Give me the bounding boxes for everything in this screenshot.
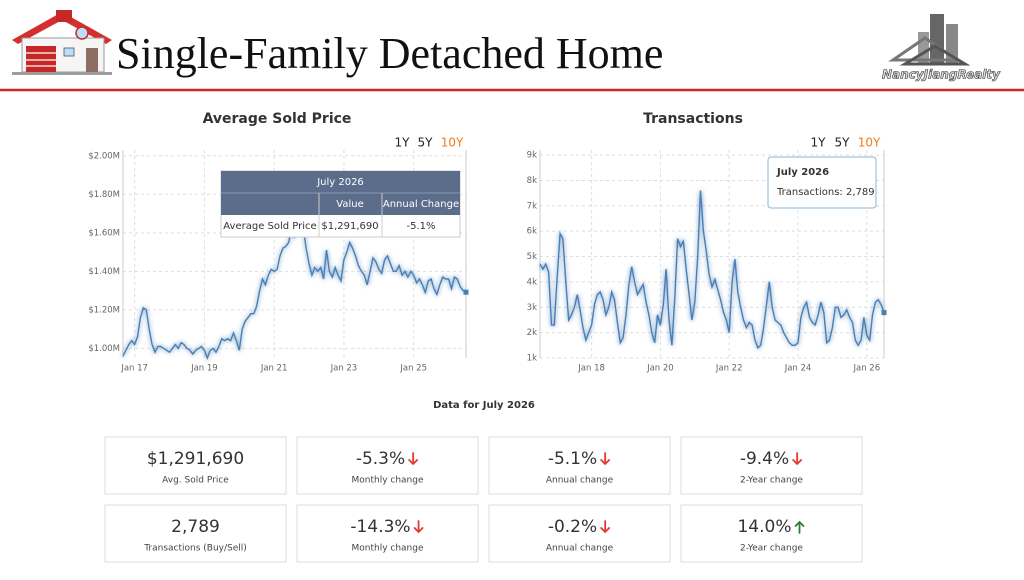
range-button[interactable]: 5Y bbox=[835, 136, 851, 150]
x-tick-label: Jan 17 bbox=[120, 364, 148, 374]
y-tick-label: 1k bbox=[527, 354, 537, 364]
y-tick-label: 4k bbox=[527, 277, 537, 287]
stat-card bbox=[488, 436, 671, 495]
page-title: Single-Family Detached Home bbox=[116, 29, 663, 78]
x-tick-label: Jan 19 bbox=[190, 364, 218, 374]
range-button[interactable]: 10Y bbox=[441, 136, 464, 150]
x-tick-label: Jan 25 bbox=[399, 364, 427, 374]
y-tick-label: 2k bbox=[527, 328, 537, 338]
stat-label: Monthly change bbox=[351, 544, 423, 554]
data-line bbox=[122, 219, 467, 360]
tooltip-row-label: Average Sold Price bbox=[223, 221, 316, 232]
y-tick-label: 5k bbox=[527, 252, 537, 262]
tooltip-title: July 2026 bbox=[776, 167, 829, 178]
stats-caption: Data for July 2026 bbox=[433, 400, 535, 411]
range-button[interactable]: 1Y bbox=[395, 136, 411, 150]
stat-card bbox=[680, 504, 863, 563]
arrow-down bbox=[408, 452, 419, 466]
stat-value: -9.4% bbox=[740, 449, 789, 469]
stat-label: 2-Year change bbox=[740, 544, 803, 554]
house-icon bbox=[12, 10, 112, 75]
tooltip-cell: -5.1% bbox=[406, 221, 435, 232]
range-button[interactable]: 10Y bbox=[858, 136, 881, 150]
y-tick-label: $1.80M bbox=[88, 190, 120, 200]
y-tick-label: $1.60M bbox=[88, 228, 120, 238]
arrow-down bbox=[792, 452, 803, 466]
range-button[interactable]: 1Y bbox=[811, 136, 827, 150]
stat-label: Transactions (Buy/Sell) bbox=[143, 544, 247, 554]
tooltip-cell: $1,291,690 bbox=[321, 221, 378, 232]
chart-title: Transactions bbox=[643, 111, 743, 127]
stat-value: $1,291,690 bbox=[147, 449, 244, 469]
stat-card bbox=[296, 436, 479, 495]
y-tick-label: 7k bbox=[527, 201, 537, 211]
y-tick-label: $1.40M bbox=[88, 267, 120, 277]
arrow-down bbox=[600, 452, 611, 466]
y-tick-label: $1.00M bbox=[88, 344, 120, 354]
range-button[interactable]: 5Y bbox=[418, 136, 434, 150]
stat-value: -5.3% bbox=[356, 449, 405, 469]
stat-value: -0.2% bbox=[548, 517, 597, 537]
x-tick-label: Jan 23 bbox=[330, 364, 358, 374]
stat-label: Annual change bbox=[546, 476, 614, 486]
hover-marker bbox=[881, 310, 887, 316]
stat-card bbox=[488, 504, 671, 563]
x-tick-label: Jan 21 bbox=[260, 364, 288, 374]
stat-label: Monthly change bbox=[351, 476, 423, 486]
chart-title: Average Sold Price bbox=[203, 111, 352, 127]
stat-label: Avg. Sold Price bbox=[162, 476, 229, 486]
arrow-down bbox=[600, 520, 611, 534]
tooltip-text: Transactions: 2,789 bbox=[776, 187, 875, 198]
stat-label: Annual change bbox=[546, 544, 614, 554]
y-tick-label: $1.20M bbox=[88, 305, 120, 315]
y-tick-label: $2.00M bbox=[88, 151, 120, 161]
stat-card bbox=[296, 504, 479, 563]
stat-card bbox=[104, 504, 287, 563]
x-tick-label: Jan 24 bbox=[784, 364, 812, 374]
brand-logo bbox=[888, 14, 971, 66]
arrow-up bbox=[794, 520, 805, 534]
hover-marker bbox=[463, 289, 469, 295]
stat-card bbox=[104, 436, 287, 495]
tooltip-column: Value bbox=[336, 199, 363, 210]
stat-value: -14.3% bbox=[350, 517, 410, 537]
y-tick-label: 8k bbox=[527, 176, 537, 186]
y-tick-label: 6k bbox=[527, 227, 537, 237]
arrow-down bbox=[413, 520, 424, 534]
stat-value: -5.1% bbox=[548, 449, 597, 469]
stat-value: 14.0% bbox=[737, 517, 791, 537]
x-tick-label: Jan 22 bbox=[715, 364, 743, 374]
tooltip-column: Annual Change bbox=[383, 199, 459, 210]
tooltip-box bbox=[767, 156, 877, 209]
y-tick-label: 9k bbox=[527, 151, 537, 161]
stat-value: 2,789 bbox=[171, 517, 220, 537]
brand-name: NancyJiangRealty bbox=[882, 68, 1001, 82]
x-tick-label: Jan 18 bbox=[577, 364, 605, 374]
x-tick-label: Jan 20 bbox=[646, 364, 674, 374]
data-line bbox=[539, 190, 885, 350]
x-tick-label: Jan 26 bbox=[852, 364, 880, 374]
y-tick-label: 3k bbox=[527, 303, 537, 313]
stat-card bbox=[680, 436, 863, 495]
tooltip-title: July 2026 bbox=[316, 177, 364, 188]
stat-label: 2-Year change bbox=[740, 476, 803, 486]
